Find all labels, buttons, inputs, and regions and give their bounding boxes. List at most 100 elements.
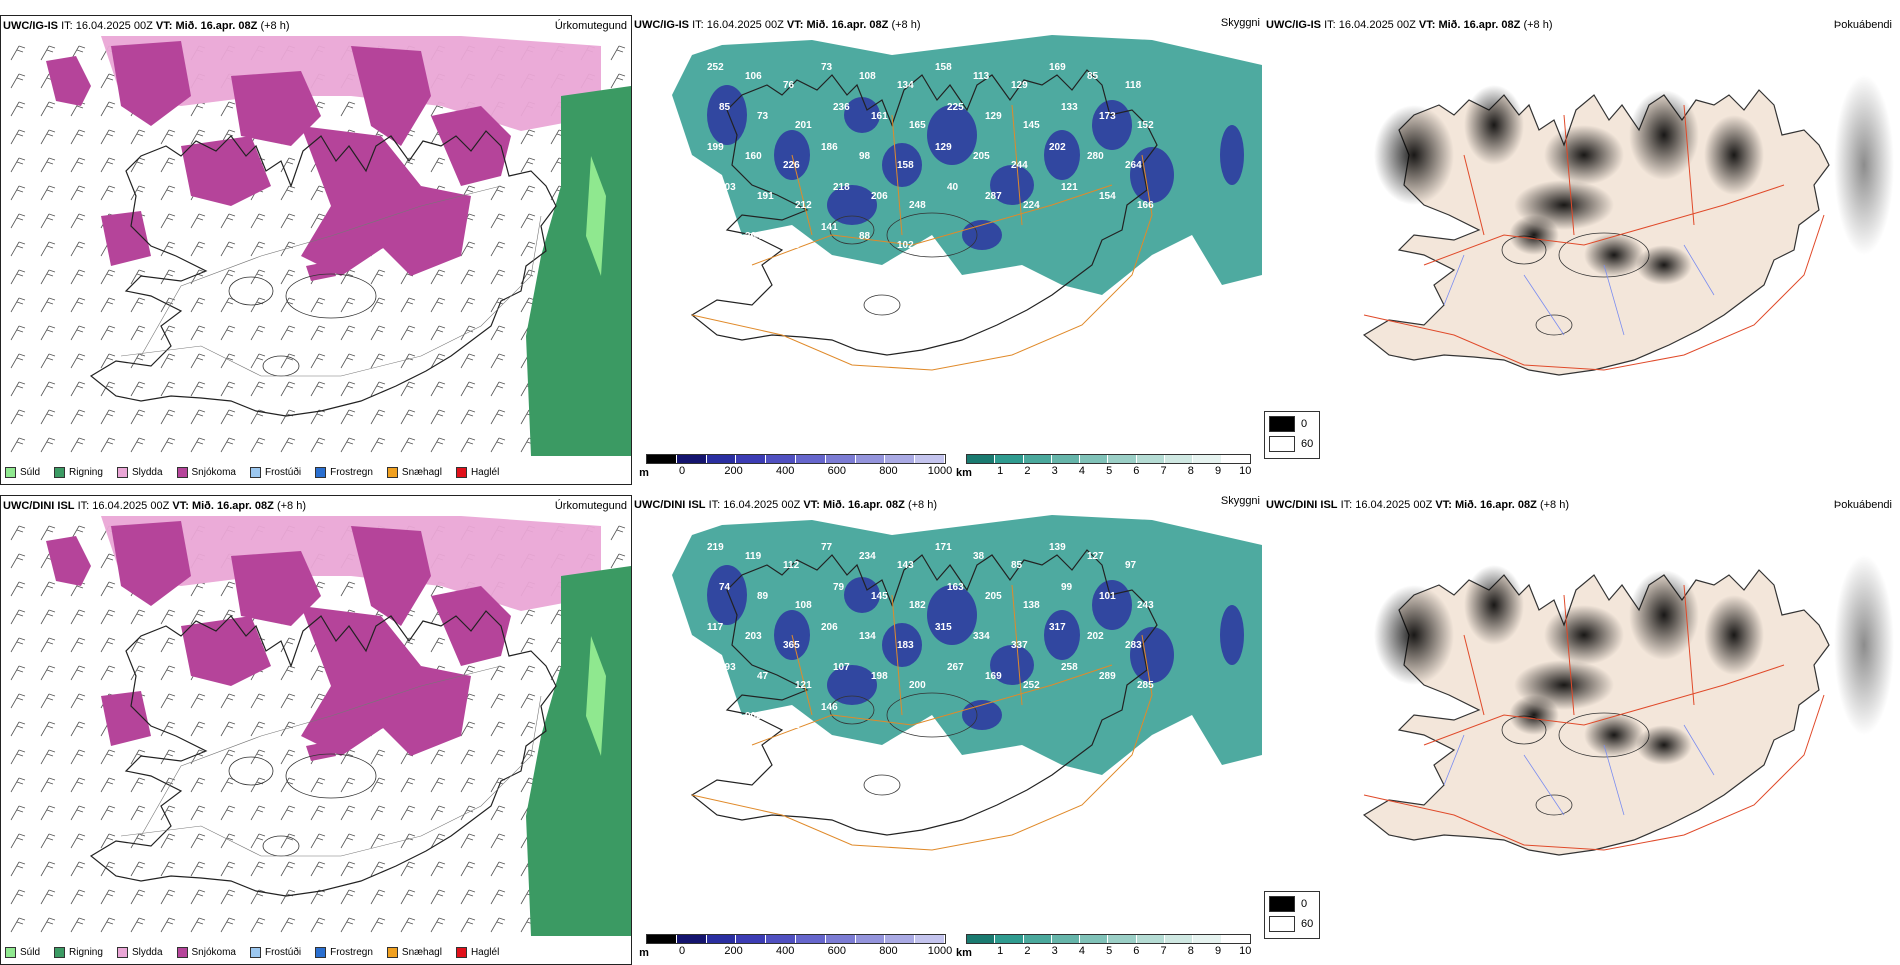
cloud-base-value: 117 [707, 622, 724, 633]
cloud-base-value: 146 [821, 702, 838, 713]
roads [1363, 104, 1825, 371]
cloud-base-value: 97 [1125, 560, 1137, 571]
panel-header: UWC/IG-IS IT: 16.04.2025 00Z VT: Mið. 16… [1266, 19, 1553, 31]
legend-item: Snæhagl [386, 947, 442, 958]
colorbar-tick: 10 [1239, 465, 1252, 477]
fog-legend-value: 60 [1301, 918, 1314, 930]
cloud-base-value: 182 [909, 600, 926, 611]
colorbar-strip [646, 454, 946, 464]
colorbar-swatch [647, 455, 677, 463]
colorbar-tick: 3 [1051, 465, 1058, 477]
fog-legend-value: 0 [1301, 898, 1308, 910]
cloud-base-value: 206 [821, 622, 838, 633]
cloud-base-value: 106 [745, 71, 762, 82]
legend-item: Haglél [455, 947, 500, 958]
panel-header: UWC/IG-IS IT: 16.04.2025 00Z VT: Mið. 16… [634, 19, 921, 31]
cloud-base-value: 74 [719, 582, 731, 593]
cloud-base-value: 141 [821, 222, 838, 233]
cloud-base-value: 119 [745, 551, 762, 562]
cloud-base-value: 154 [1099, 191, 1116, 202]
cloud-base-value: 193 [719, 662, 736, 673]
colorbar-ticks: m 0 200 400 600 800 1000 [639, 945, 952, 959]
colorbar-unit: km [956, 947, 972, 959]
cloud-base-value: 161 [871, 111, 888, 122]
iceland-outline [89, 130, 557, 417]
cloud-base-value: 134 [897, 80, 914, 91]
cloud-base-value: 88 [859, 231, 871, 242]
colorbar-swatch [736, 935, 767, 943]
legend-item: Slydda [116, 947, 163, 958]
fog-map [1264, 35, 1894, 455]
cloud-base-value: 107 [833, 662, 850, 673]
legend-label: Frostregn [330, 467, 373, 478]
panel-title: Þokuábendi [1833, 19, 1892, 31]
panel-title: Þokuábendi [1833, 499, 1892, 511]
cloud-base-labels: 252 106 76 73 108 134 158 113 129 169 85 118 85 73 201… [707, 62, 1154, 251]
legend-label: Rigning [69, 947, 103, 958]
colorbar-tick: 1 [997, 945, 1004, 957]
cloud-base-value: 315 [935, 622, 952, 633]
fog-legend-value: 0 [1301, 418, 1308, 430]
colorbar-tick: 4 [1078, 465, 1085, 477]
legend-item: Súld [5, 947, 40, 958]
cloud-base-value: 165 [909, 120, 926, 131]
fog-map [1264, 515, 1894, 935]
panel-header: UWC/DINI ISL IT: 16.04.2025 00Z VT: Mið.… [634, 499, 937, 511]
colorbar-unit: km [956, 467, 972, 479]
visibility-map: 219 119 112 77 234 143 171 38 85 139 127 97 74 89 108 7… [632, 515, 1262, 915]
colorbar-tick: 1000 [927, 945, 953, 957]
legend-label: Haglél [470, 947, 500, 958]
colorbar-swatch [1023, 935, 1052, 943]
cloud-base-value: 334 [973, 631, 990, 642]
cloud-base-value: 101 [1099, 591, 1116, 602]
legend-swatch [176, 947, 188, 958]
legend-swatch [116, 947, 128, 958]
colorbar-swatch [1080, 455, 1109, 463]
colorbar-tick: 9 [1215, 945, 1222, 957]
colorbar-tick: 6 [1133, 465, 1140, 477]
visibility-colorbar: km 1 2 3 4 5 6 7 8 9 10 [956, 934, 1251, 959]
colorbar-swatch [1108, 935, 1137, 943]
legend-label: Súld [20, 467, 41, 478]
legend-item: Frostregn [315, 467, 373, 478]
legend-swatch [176, 467, 188, 478]
colorbar-unit: m [639, 467, 649, 479]
panel-title: Skyggni [1220, 17, 1260, 29]
colorbar-swatch [1221, 935, 1250, 943]
cloud-base-value: 73 [821, 62, 833, 73]
fog-legend: 0 60 [1264, 891, 1320, 939]
visibility-panel-bottom: UWC/DINI ISL IT: 16.04.2025 00Z VT: Mið.… [632, 495, 1264, 965]
cloud-base-value: 202 [1049, 142, 1066, 153]
cloud-base-value: 199 [707, 142, 724, 153]
colorbar-swatch [825, 935, 856, 943]
colorbar-swatch [1221, 455, 1250, 463]
precip-type-panel-top: UWC/IG-IS IT: 16.04.2025 00Z VT: Mið. 16… [0, 15, 632, 485]
visibility-areas [672, 515, 1262, 775]
rivers [1443, 724, 1715, 816]
cloud-base-value: 133 [1061, 102, 1078, 113]
fog-legend: 0 60 [1264, 411, 1320, 459]
legend-swatch [249, 467, 261, 478]
colorbar-tick: 0 [678, 465, 686, 477]
colorbar-swatch [1165, 935, 1194, 943]
fog-areas [1374, 555, 1894, 765]
fog-legend-swatch [1269, 896, 1295, 912]
legend-item: Haglél [455, 467, 499, 478]
colorbar-swatch [766, 935, 796, 943]
legend-swatch [5, 947, 16, 958]
cloud-base-value: 280 [707, 222, 724, 233]
legend-item: Snæhagl [386, 467, 442, 478]
cloud-base-value: 280 [1087, 151, 1104, 162]
cloud-base-value: 203 [719, 182, 736, 193]
cloud-base-value: 145 [1023, 120, 1040, 131]
colorbar-swatch [1051, 935, 1081, 943]
legend-swatch [54, 467, 66, 478]
colorbar-swatch [706, 935, 737, 943]
cloud-base-value: 40 [947, 182, 959, 193]
legend-swatch [116, 467, 128, 478]
colorbar-unit: m [639, 947, 649, 959]
cloud-base-value: 364 [745, 231, 762, 242]
cloud-base-value: 99 [1061, 582, 1073, 593]
fog-legend-row: 60 [1269, 916, 1315, 932]
cloud-base-value: 903 [745, 711, 762, 722]
